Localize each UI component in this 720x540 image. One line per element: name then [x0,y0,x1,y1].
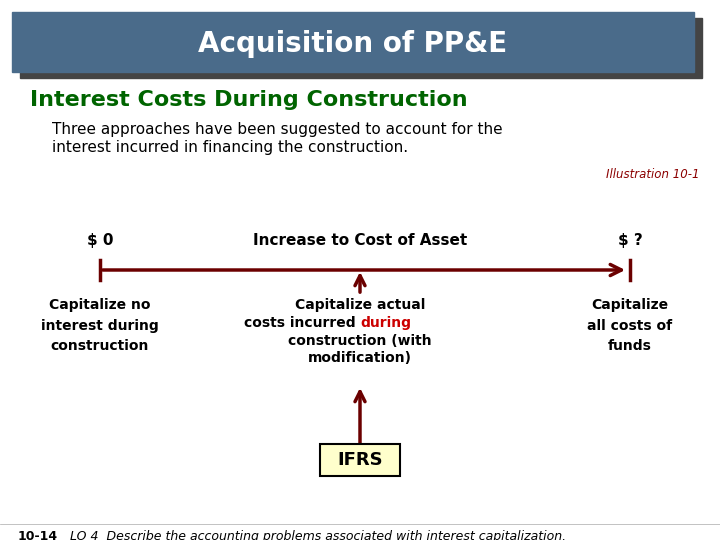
Text: IFRS: IFRS [337,451,383,469]
Text: $ ?: $ ? [618,233,642,248]
Text: LO 4  Describe the accounting problems associated with interest capitalization.: LO 4 Describe the accounting problems as… [70,530,566,540]
Bar [320,444,400,476]
Text: Capitalize actual: Capitalize actual [294,298,426,312]
Text: Capitalize
all costs of
funds: Capitalize all costs of funds [588,298,672,353]
Text: modification): modification) [308,351,412,365]
Text: Increase to Cost of Asset: Increase to Cost of Asset [253,233,467,248]
Text: Interest Costs During Construction: Interest Costs During Construction [30,90,467,110]
Bar [12,12,694,72]
Text: construction (with: construction (with [288,334,432,348]
Text: costs incurred: costs incurred [243,316,360,330]
Text: Three approaches have been suggested to account for the: Three approaches have been suggested to … [52,122,503,137]
Text: during: during [360,316,411,330]
Text: interest incurred in financing the construction.: interest incurred in financing the const… [52,140,408,155]
Bar [20,18,702,78]
Text: Illustration 10-1: Illustration 10-1 [606,168,700,181]
Text: 10-14: 10-14 [18,530,58,540]
Text: Capitalize no
interest during
construction: Capitalize no interest during constructi… [41,298,159,353]
Text: $ 0: $ 0 [86,233,113,248]
Text: Acquisition of PP&E: Acquisition of PP&E [199,30,508,58]
